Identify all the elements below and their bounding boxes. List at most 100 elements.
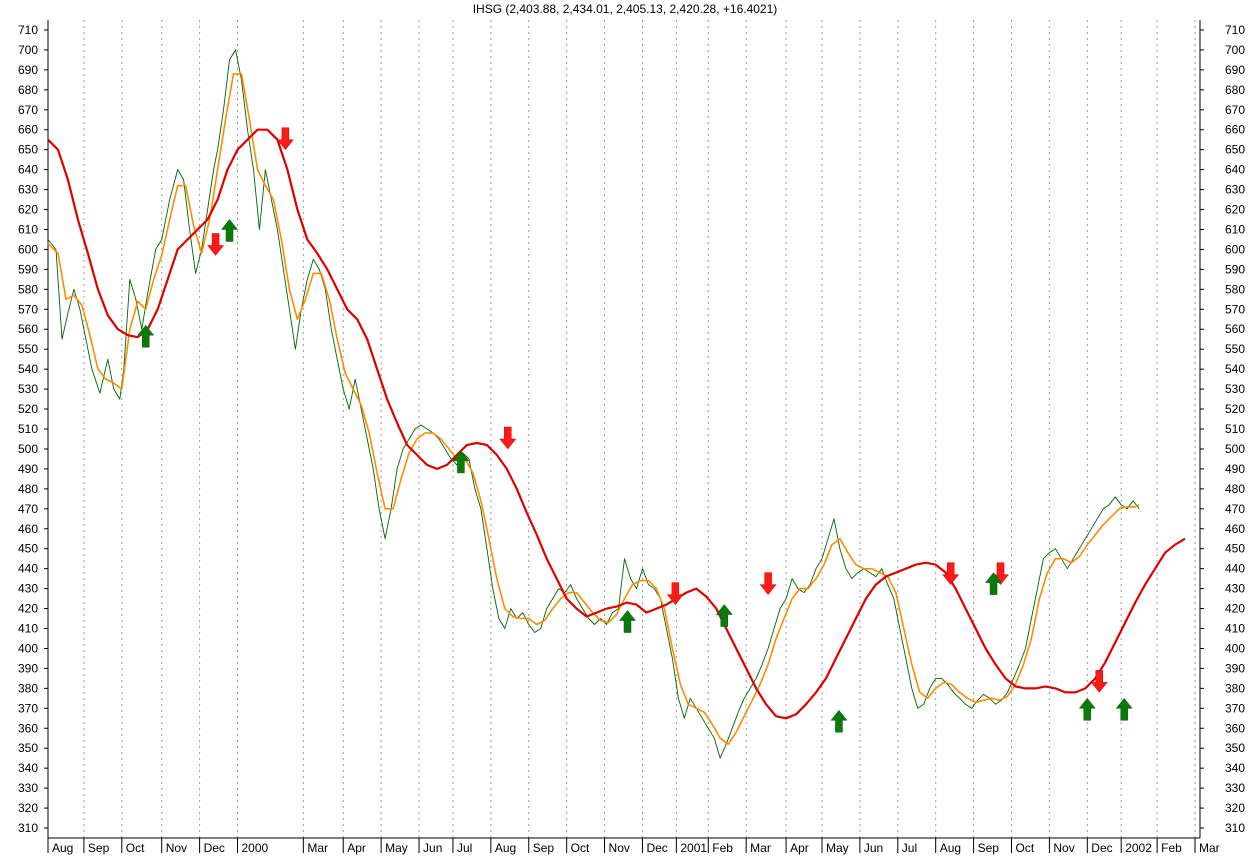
x-tick-label: Mar (307, 841, 328, 855)
x-tick-label: May (826, 841, 849, 855)
x-tick-label: Sep (88, 841, 110, 855)
buy-arrow-icon (830, 709, 848, 733)
y-tick-label-left: 460 (18, 522, 38, 536)
y-tick-label-right: 400 (1225, 641, 1245, 655)
y-tick-label-left: 540 (18, 362, 38, 376)
y-tick-label-left: 400 (18, 641, 38, 655)
y-tick-label-left: 710 (18, 23, 38, 37)
y-tick-label-left: 320 (18, 801, 38, 815)
y-tick-label-right: 330 (1225, 781, 1245, 795)
y-tick-label-left: 360 (18, 721, 38, 735)
y-tick-label-left: 610 (18, 222, 38, 236)
y-tick-label-left: 510 (18, 422, 38, 436)
buy-arrow-icon (452, 450, 470, 474)
y-tick-label-left: 370 (18, 701, 38, 715)
y-tick-label-left: 310 (18, 821, 38, 835)
x-tick-label: 2001 (680, 841, 707, 855)
y-tick-label-right: 640 (1225, 163, 1245, 177)
series-group (47, 49, 1186, 759)
plot-frame (47, 20, 1201, 839)
x-tick-label: Nov (609, 841, 630, 855)
y-tick-label-right: 590 (1225, 262, 1245, 276)
x-tick-label: Feb (1161, 841, 1182, 855)
y-tick-label-right: 420 (1225, 602, 1245, 616)
x-tick-label: 2000 (242, 841, 269, 855)
x-tick-label: Jun (864, 841, 883, 855)
y-tick-label-right: 410 (1225, 622, 1245, 636)
sell-arrow-icon (942, 562, 960, 586)
y-tick-label-right: 670 (1225, 103, 1245, 117)
sell-arrow-icon (1090, 670, 1108, 693)
y-tick-label-left: 490 (18, 462, 38, 476)
y-tick-label-right: 650 (1225, 143, 1245, 157)
buy-arrow-icon (1115, 697, 1133, 721)
x-tick-label: Feb (712, 841, 733, 855)
y-tick-label-right: 500 (1225, 442, 1245, 456)
y-tick-label-left: 390 (18, 661, 38, 675)
y-tick-label-right: 700 (1225, 43, 1245, 57)
y-tick-label-right: 380 (1225, 681, 1245, 695)
y-tick-label-right: 490 (1225, 462, 1245, 476)
y-tick-label-left: 700 (18, 43, 38, 57)
y-tick-label-right: 570 (1225, 302, 1245, 316)
x-tick-label: Nov (166, 841, 187, 855)
x-tick-label: Jul (902, 841, 917, 855)
buy-arrow-icon (618, 610, 637, 633)
y-tick-label-left: 410 (18, 622, 38, 636)
y-tick-label-left: 580 (18, 282, 38, 296)
y-tick-label-right: 510 (1225, 422, 1245, 436)
x-tick-label: Aug (940, 841, 961, 855)
y-tick-label-left: 500 (18, 442, 38, 456)
y-axis-left: 310 320 330 340 350 360 370 380 390 400 410 420 430 4… (18, 23, 48, 835)
x-tick-label: Nov (1053, 841, 1074, 855)
x-tick-label: Mar (750, 841, 771, 855)
y-tick-label-right: 540 (1225, 362, 1245, 376)
y-tick-label-right: 630 (1225, 183, 1245, 197)
sell-arrow-icon (666, 582, 684, 606)
y-tick-label-right: 440 (1225, 562, 1245, 576)
y-tick-label-left: 550 (18, 342, 38, 356)
y-tick-label-left: 350 (18, 741, 38, 755)
x-tick-label: 2002 (1125, 841, 1152, 855)
y-tick-label-right: 340 (1225, 761, 1245, 775)
y-tick-label-right: 390 (1225, 661, 1245, 675)
y-tick-label-left: 380 (18, 681, 38, 695)
y-tick-label-right: 620 (1225, 203, 1245, 217)
buy-arrow-icon (715, 604, 733, 627)
x-tick-label: Apr (347, 841, 366, 855)
y-tick-label-right: 460 (1225, 522, 1245, 536)
y-tick-label-right: 710 (1225, 23, 1245, 37)
sell-arrow-icon (499, 426, 517, 450)
buy-arrow-icon (221, 219, 239, 242)
y-tick-label-right: 370 (1225, 701, 1245, 715)
x-tick-label: Sep (978, 841, 1000, 855)
y-tick-label-right: 360 (1225, 721, 1245, 735)
y-tick-label-right: 530 (1225, 382, 1245, 396)
y-tick-label-right: 690 (1225, 63, 1245, 77)
x-tick-label: Aug (52, 841, 73, 855)
y-tick-label-left: 660 (18, 123, 38, 137)
y-tick-label-right: 350 (1225, 741, 1245, 755)
y-tick-label-left: 430 (18, 582, 38, 596)
y-tick-label-left: 630 (18, 183, 38, 197)
y-tick-label-right: 310 (1225, 821, 1245, 835)
y-tick-label-right: 610 (1225, 222, 1245, 236)
sell-arrow-icon (207, 233, 225, 256)
x-tick-label: Dec (1091, 841, 1112, 855)
y-tick-label-right: 660 (1225, 123, 1245, 137)
sell-arrow-icon (276, 127, 294, 151)
x-tick-label: Oct (126, 841, 145, 855)
x-tick-label: Sep (533, 841, 555, 855)
y-tick-label-right: 560 (1225, 322, 1245, 336)
signal-markers (137, 127, 1133, 733)
y-tick-label-right: 430 (1225, 582, 1245, 596)
x-tick-label: Dec (204, 841, 225, 855)
y-tick-label-right: 550 (1225, 342, 1245, 356)
sell-arrow-icon (759, 572, 777, 596)
x-tick-label: Oct (571, 841, 590, 855)
y-tick-label-right: 600 (1225, 242, 1245, 256)
y-tick-label-left: 480 (18, 482, 38, 496)
y-tick-label-left: 560 (18, 322, 38, 336)
y-tick-label-left: 600 (18, 242, 38, 256)
